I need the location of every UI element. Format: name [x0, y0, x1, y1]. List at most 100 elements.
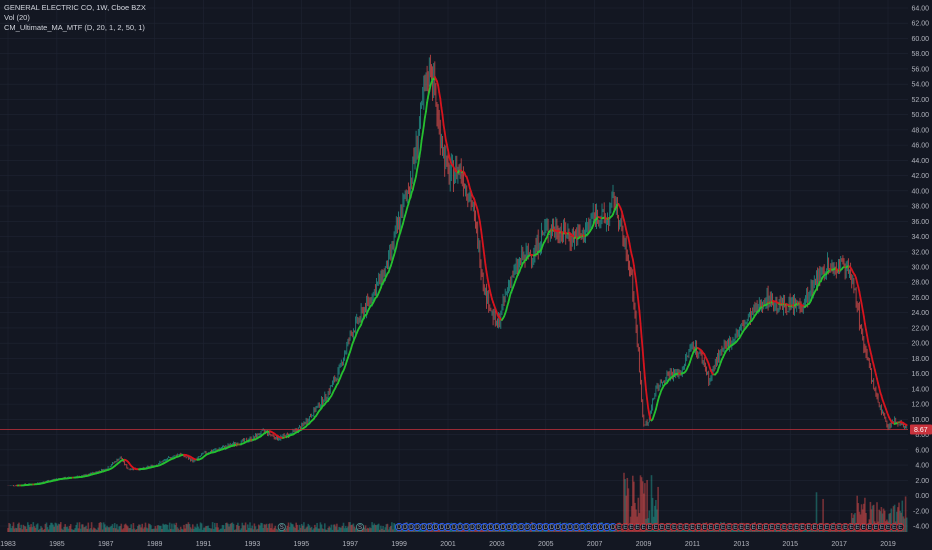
volume-bar	[568, 529, 570, 532]
ma-segment	[865, 328, 868, 337]
volume-bar	[214, 522, 216, 532]
ma-segment	[627, 236, 631, 245]
event-marker-label: E	[807, 525, 811, 531]
volume-bar	[262, 528, 264, 532]
volume-bar	[95, 529, 97, 532]
event-marker-label: D	[495, 525, 500, 531]
volume-bar	[90, 522, 93, 532]
volume-bar	[190, 528, 193, 532]
volume-bar	[591, 529, 593, 532]
event-marker-label: E	[617, 525, 621, 531]
volume-bar	[872, 504, 875, 532]
event-marker-label: D	[519, 525, 524, 531]
volume-bar	[634, 502, 636, 532]
y-tick-label: 32.00	[911, 249, 929, 256]
volume-bar	[285, 528, 288, 532]
volume-bar	[624, 479, 626, 532]
volume-bar	[382, 525, 384, 532]
volume-bar	[102, 522, 105, 532]
volume-bar	[650, 475, 653, 532]
volume-bar	[146, 528, 149, 532]
volume-bar	[860, 504, 863, 532]
volume-bar	[127, 526, 129, 532]
volume-bar	[362, 527, 365, 532]
volume-bar	[865, 512, 867, 532]
volume-bar	[219, 528, 222, 532]
volume-bar	[207, 525, 209, 532]
volume-bar	[615, 527, 618, 532]
volume-bar	[7, 528, 9, 532]
volume-bar	[648, 510, 651, 532]
volume-bar	[310, 526, 313, 532]
ma-segment	[487, 283, 491, 291]
x-tick-label: 1989	[147, 541, 163, 548]
volume-bar	[225, 522, 227, 532]
price-axis[interactable]: -4.00 -2.00 0.00 2.00 4.00 6.00 8.00 10.00 12.00…	[911, 6, 929, 531]
volume-bar	[900, 512, 902, 532]
volume-bar	[68, 525, 71, 532]
volume-indicator-label[interactable]: Vol (20)	[4, 13, 30, 22]
y-tick-label: 4.00	[915, 463, 929, 470]
volume-bar	[870, 509, 873, 532]
volume-bar	[218, 529, 220, 532]
volume-bar	[232, 523, 235, 532]
volume-bar	[889, 513, 891, 532]
volume-bar	[111, 524, 114, 532]
volume-bar	[253, 523, 256, 532]
event-marker[interactable]	[277, 522, 286, 532]
volume-bar	[34, 527, 37, 532]
volume-bar	[20, 524, 22, 532]
event-marker-label: D	[470, 525, 475, 531]
y-tick-label: 16.00	[911, 371, 929, 378]
ma-indicator-label[interactable]: CM_Ultimate_MA_MTF (D, 20, 1, 2, 50, 1)	[4, 23, 145, 32]
event-marker-label: E	[721, 525, 725, 531]
ma-segment	[481, 236, 485, 248]
volume-bar	[237, 522, 239, 532]
event-marker[interactable]	[355, 522, 365, 532]
symbol-title[interactable]: GENERAL ELECTRIC CO, 1W, Cboe BZX	[4, 3, 146, 12]
volume-bar	[815, 492, 818, 532]
volume-bar	[33, 526, 36, 532]
volume-bar	[66, 526, 69, 532]
volume-bar	[61, 528, 63, 532]
time-axis[interactable]: 1983 1985 1987 1989 1991 1993 1995 1997 1999 2001…	[0, 541, 896, 548]
volume-bar	[306, 526, 308, 532]
volume-bar	[251, 525, 253, 532]
volume-bar	[151, 529, 153, 532]
volume-bar	[392, 529, 394, 532]
event-marker[interactable]	[896, 522, 905, 532]
volume-bar	[137, 526, 139, 532]
event-marker-label: D	[574, 525, 579, 531]
volume-bar	[101, 529, 104, 532]
volume-bar	[96, 529, 98, 532]
volume-bar	[197, 526, 200, 532]
volume-bar	[850, 513, 853, 532]
volume-bar	[210, 528, 213, 532]
event-marker-label: D	[556, 525, 561, 531]
x-tick-label: 2009	[636, 541, 652, 548]
volume-bar	[198, 528, 201, 532]
volume-bar	[318, 528, 321, 532]
y-tick-label: -2.00	[913, 508, 929, 515]
event-marker-label: D	[599, 525, 604, 531]
volume-bar	[654, 505, 656, 532]
volume-bar	[166, 524, 169, 532]
volume-bar	[293, 526, 295, 532]
volume-bar	[74, 528, 76, 532]
volume-bar	[109, 526, 112, 532]
volume-bar	[369, 527, 371, 532]
y-tick-label: -4.00	[913, 524, 929, 531]
volume-bar	[383, 529, 385, 532]
volume-bar	[254, 526, 257, 532]
event-marker-label: D	[397, 525, 402, 531]
volume-bar	[297, 529, 300, 532]
volume-bar	[337, 529, 339, 532]
event-marker-label: E	[635, 525, 639, 531]
event-marker-label: E	[745, 525, 749, 531]
volume-bar	[159, 525, 161, 532]
volume-bar	[394, 524, 396, 532]
y-tick-label: 54.00	[911, 82, 929, 89]
volume-bar	[646, 480, 648, 532]
